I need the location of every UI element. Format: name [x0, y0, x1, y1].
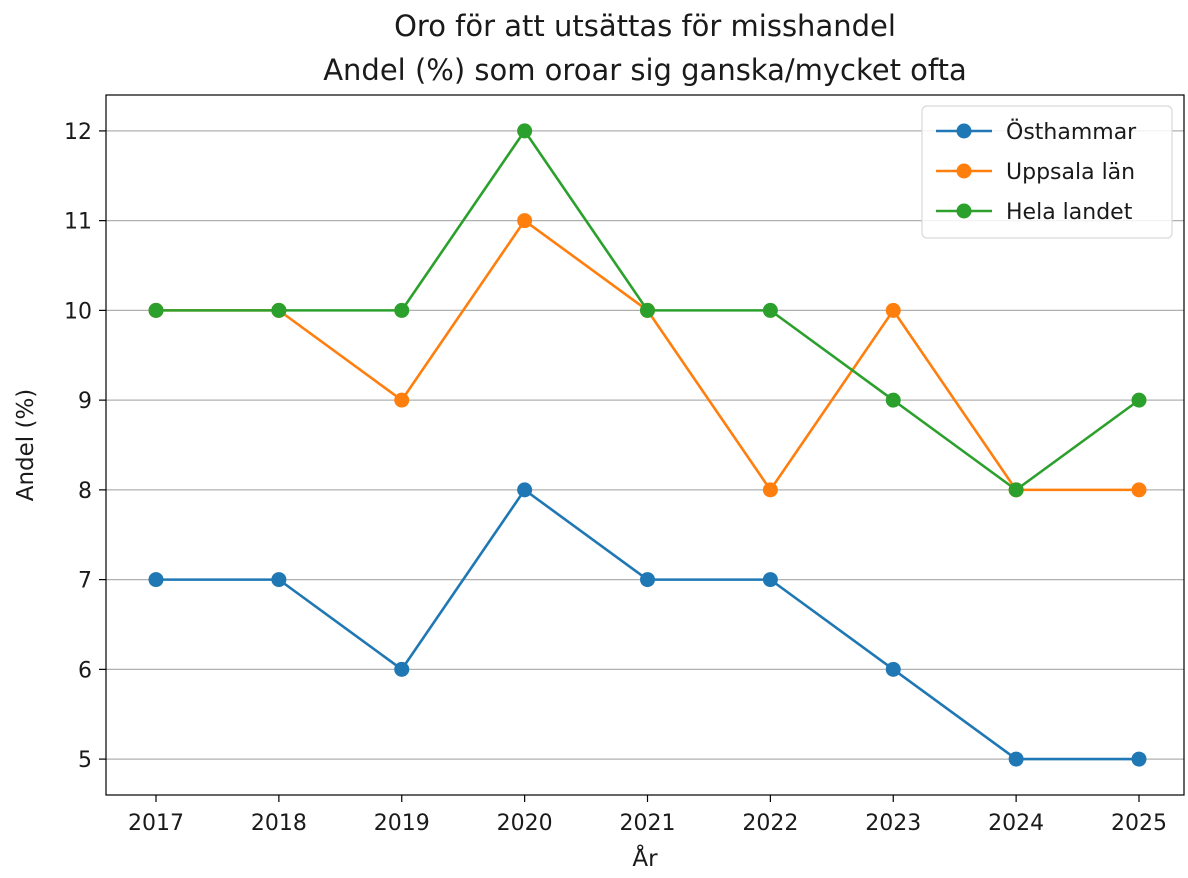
data-point [640, 302, 655, 318]
x-tick-label: 2018 [251, 811, 307, 836]
legend-box [921, 105, 1173, 239]
x-tick-label: 2019 [374, 811, 430, 836]
series-line [156, 488, 1139, 761]
series-0 [148, 482, 1147, 767]
x-tick-label: 2025 [1111, 811, 1167, 836]
legend-marker [956, 163, 972, 179]
x-tick-label: 2020 [497, 811, 553, 836]
y-tick-label: 6 [78, 658, 92, 683]
x-tick-label: 2024 [988, 811, 1044, 836]
data-point [1008, 482, 1024, 498]
data-point [885, 302, 901, 318]
y-tick-label: 8 [78, 479, 92, 504]
legend-marker [956, 123, 972, 139]
series-line [156, 219, 1139, 492]
y-tick-label: 5 [78, 748, 92, 773]
data-point [1131, 392, 1147, 408]
x-axis-ticks: 2017 2018 2019 2020 2021 2022 2023 2024 2025 [128, 795, 1167, 836]
data-point [271, 572, 287, 588]
data-point [148, 302, 164, 318]
data-point [394, 302, 410, 318]
x-tick-label: 2023 [865, 811, 921, 836]
y-tick-label: 11 [64, 210, 92, 235]
y-tick-label: 9 [78, 389, 92, 414]
series-layer [148, 123, 1147, 767]
data-point [885, 392, 901, 408]
y-tick-label: 10 [64, 299, 92, 324]
x-tick-label: 2017 [128, 811, 184, 836]
y-axis-ticks: 5 6 7 8 9 10 11 12 [64, 120, 106, 773]
data-point [517, 213, 533, 229]
data-point [394, 661, 410, 677]
data-point [762, 302, 778, 318]
data-point [148, 572, 164, 588]
series-2 [148, 123, 1147, 498]
plot-frame [105, 94, 1185, 796]
data-point [762, 482, 778, 498]
data-point [271, 302, 287, 318]
legend-marker [956, 203, 972, 219]
data-point [1008, 751, 1024, 767]
x-axis-label: År [632, 844, 658, 872]
data-point [517, 482, 533, 498]
y-tick-label: 12 [64, 120, 92, 145]
x-tick-label: 2022 [742, 811, 798, 836]
legend-label: Östhammar [1006, 119, 1137, 145]
legend: Östhammar Uppsala län Hela landet [921, 105, 1173, 239]
data-point [1131, 751, 1147, 767]
data-point [885, 661, 901, 677]
legend-label: Uppsala län [1006, 160, 1135, 185]
data-point [394, 392, 410, 408]
data-point [517, 123, 533, 139]
y-tick-label: 7 [78, 569, 92, 594]
data-point [1131, 482, 1147, 498]
legend-label: Hela landet [1006, 200, 1133, 225]
y-axis-label: Andel (%) [13, 389, 39, 502]
data-point [762, 572, 778, 588]
series-1 [148, 213, 1147, 498]
chart-subtitle: Andel (%) som oroar sig ganska/mycket of… [323, 53, 967, 87]
data-point [640, 572, 655, 588]
chart-title: Oro för att utsättas för misshandel [394, 9, 896, 43]
x-tick-label: 2021 [620, 811, 676, 836]
